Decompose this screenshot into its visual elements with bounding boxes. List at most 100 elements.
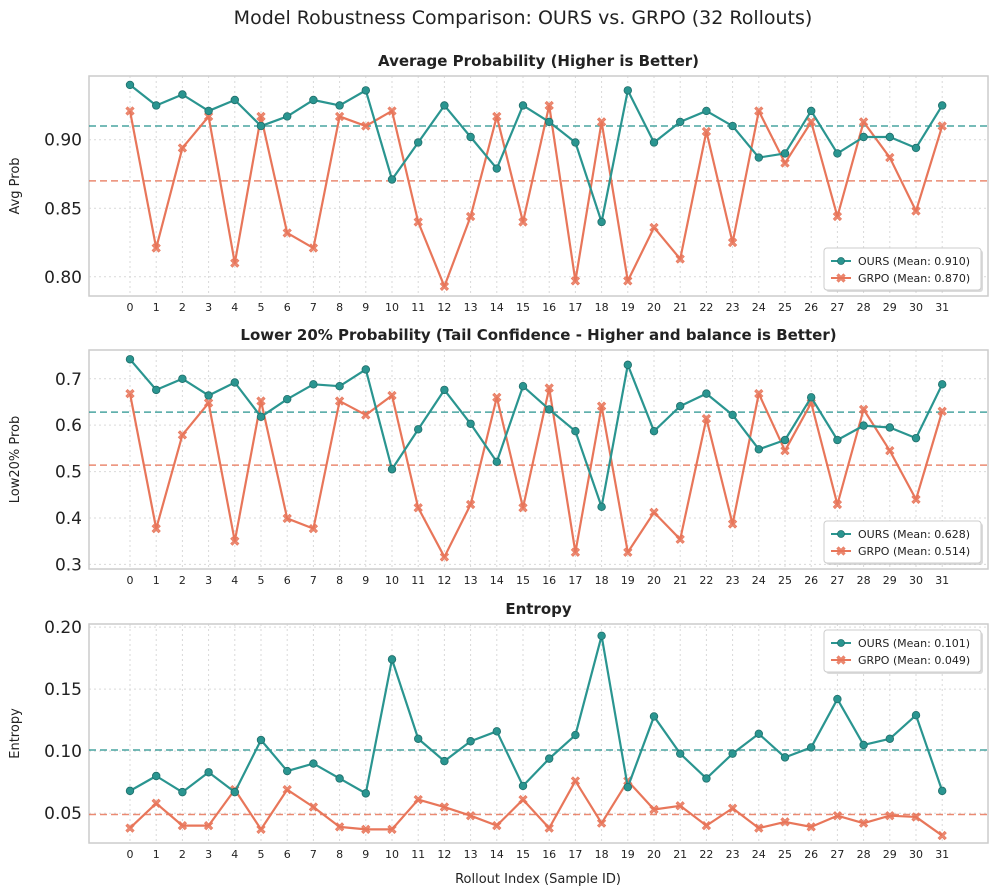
point-ours bbox=[151, 385, 161, 395]
x-tick-label: 20 bbox=[647, 301, 661, 314]
legend-label-grpo: GRPO (Mean: 0.870) bbox=[858, 272, 970, 285]
point-grpo bbox=[203, 398, 214, 408]
point-ours bbox=[492, 457, 501, 467]
panel-title: Average Probability (Higher is Better) bbox=[378, 52, 699, 70]
point-grpo bbox=[439, 281, 450, 292]
x-tick-label: 3 bbox=[205, 848, 212, 861]
point-grpo bbox=[727, 237, 738, 248]
point-grpo bbox=[701, 414, 712, 424]
point-ours bbox=[649, 712, 659, 721]
x-tick-label: 14 bbox=[490, 848, 504, 861]
point-grpo bbox=[361, 410, 371, 420]
point-grpo bbox=[308, 802, 319, 812]
point-ours bbox=[780, 149, 790, 158]
point-grpo bbox=[806, 117, 816, 127]
x-tick-label: 3 bbox=[205, 301, 212, 314]
point-grpo bbox=[675, 534, 685, 544]
point-grpo bbox=[858, 404, 869, 415]
legend-marker-ours bbox=[837, 257, 845, 265]
point-ours bbox=[859, 740, 868, 750]
y-axis-label: Low20% Prob bbox=[8, 416, 23, 504]
point-grpo bbox=[465, 211, 476, 222]
point-grpo bbox=[780, 446, 790, 456]
x-tick-label: 30 bbox=[909, 301, 923, 314]
point-grpo bbox=[518, 794, 528, 805]
x-tick-label: 23 bbox=[726, 574, 740, 587]
point-grpo bbox=[413, 794, 423, 805]
legend-box bbox=[823, 520, 982, 564]
point-grpo bbox=[911, 494, 921, 505]
point-ours bbox=[859, 132, 868, 142]
point-grpo bbox=[334, 111, 345, 122]
x-tick-label: 18 bbox=[595, 574, 609, 587]
x-tick-label: 24 bbox=[752, 574, 766, 587]
x-tick-label: 23 bbox=[726, 301, 740, 314]
point-ours bbox=[807, 393, 816, 402]
x-tick-label: 12 bbox=[437, 848, 451, 861]
point-grpo bbox=[570, 276, 581, 286]
point-ours bbox=[125, 80, 135, 90]
x-tick-label: 8 bbox=[336, 848, 343, 861]
point-ours bbox=[230, 378, 239, 387]
point-grpo bbox=[177, 143, 188, 153]
x-tick-label: 27 bbox=[830, 574, 844, 587]
x-tick-label: 17 bbox=[568, 574, 582, 587]
point-ours bbox=[623, 360, 632, 370]
point-grpo bbox=[701, 126, 712, 137]
point-grpo bbox=[361, 824, 371, 834]
x-tick-label: 11 bbox=[411, 574, 425, 587]
point-ours bbox=[780, 753, 790, 762]
point-ours bbox=[597, 217, 606, 227]
point-ours bbox=[833, 694, 842, 704]
x-tick-label: 12 bbox=[437, 301, 451, 314]
x-tick-label: 31 bbox=[935, 848, 949, 861]
x-tick-label: 13 bbox=[464, 574, 478, 587]
point-grpo bbox=[308, 243, 319, 253]
point-ours bbox=[518, 101, 528, 110]
legend-marker-grpo bbox=[836, 546, 846, 556]
plot-frame bbox=[88, 623, 989, 844]
x-axis-label: Rollout Index (Sample ID) bbox=[455, 872, 621, 887]
x-tick-label: 6 bbox=[284, 574, 291, 587]
x-tick-label: 18 bbox=[595, 301, 609, 314]
series-line-ours bbox=[129, 634, 944, 795]
point-grpo bbox=[282, 228, 292, 238]
x-tick-label: 7 bbox=[310, 301, 317, 314]
point-grpo bbox=[570, 776, 581, 786]
point-ours bbox=[204, 391, 213, 400]
y-axis-label: Entropy bbox=[8, 708, 23, 759]
legend: OURS (Mean: 0.101) GRPO (Mean: 0.049) bbox=[823, 629, 983, 674]
point-ours bbox=[545, 754, 554, 763]
x-tick-label: 21 bbox=[673, 848, 687, 861]
point-ours bbox=[309, 95, 318, 105]
x-tick-label: 10 bbox=[385, 574, 399, 587]
x-tick-label: 1 bbox=[153, 848, 160, 861]
x-tick-label: 16 bbox=[542, 574, 556, 587]
point-grpo bbox=[492, 392, 502, 402]
x-tick-label: 7 bbox=[310, 574, 317, 587]
point-ours bbox=[283, 766, 292, 776]
x-tick-label: 29 bbox=[883, 848, 897, 861]
point-grpo bbox=[623, 276, 633, 286]
point-grpo bbox=[832, 811, 843, 821]
point-grpo bbox=[544, 823, 554, 833]
point-grpo bbox=[754, 388, 764, 399]
point-grpo bbox=[439, 802, 450, 812]
point-grpo bbox=[596, 117, 607, 127]
point-ours bbox=[623, 782, 632, 792]
x-tick-label: 10 bbox=[385, 301, 399, 314]
point-ours bbox=[676, 117, 685, 127]
y-tick-label: 0.80 bbox=[44, 268, 82, 288]
point-grpo bbox=[675, 254, 685, 264]
point-ours bbox=[178, 787, 187, 797]
x-tick-label: 21 bbox=[673, 301, 687, 314]
x-tick-label: 4 bbox=[231, 574, 238, 587]
point-grpo bbox=[596, 401, 607, 411]
x-tick-label: 8 bbox=[336, 301, 343, 314]
point-grpo bbox=[885, 811, 895, 821]
point-grpo bbox=[649, 507, 659, 518]
point-ours bbox=[571, 426, 580, 436]
x-tick-label: 0 bbox=[127, 574, 134, 587]
point-ours bbox=[571, 138, 580, 147]
point-ours bbox=[833, 435, 842, 445]
